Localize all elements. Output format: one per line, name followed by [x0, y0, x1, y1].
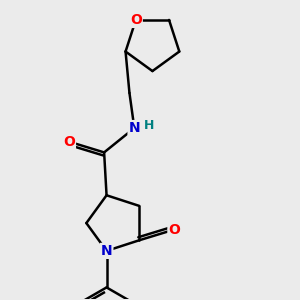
- Text: O: O: [63, 135, 75, 149]
- Text: O: O: [168, 223, 180, 236]
- Text: N: N: [128, 121, 140, 135]
- Text: O: O: [130, 13, 142, 27]
- Text: N: N: [101, 244, 112, 258]
- Text: H: H: [144, 119, 154, 132]
